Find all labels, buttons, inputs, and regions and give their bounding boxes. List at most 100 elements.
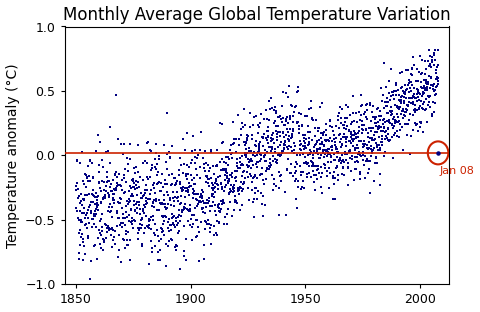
Point xyxy=(84,163,92,168)
Point xyxy=(423,85,431,90)
Point xyxy=(416,119,424,124)
Point xyxy=(324,138,332,143)
Point xyxy=(158,229,166,234)
Point xyxy=(238,163,245,168)
Point xyxy=(365,130,372,135)
Point xyxy=(418,57,426,62)
Point xyxy=(161,202,168,207)
Point xyxy=(235,186,243,191)
Point xyxy=(202,174,210,179)
Point xyxy=(323,121,330,126)
Point xyxy=(159,228,167,233)
Point xyxy=(415,106,422,111)
Point xyxy=(146,217,154,222)
Point xyxy=(203,197,211,202)
Point xyxy=(133,211,141,216)
Point xyxy=(148,204,156,209)
Point xyxy=(230,182,238,187)
Point xyxy=(279,115,287,120)
Point xyxy=(219,166,227,171)
Point xyxy=(374,106,382,111)
Point xyxy=(336,140,344,145)
Point xyxy=(418,98,425,103)
Point xyxy=(276,170,283,175)
Point xyxy=(174,198,181,203)
Point xyxy=(115,171,123,176)
Point xyxy=(137,218,144,223)
Point xyxy=(207,149,215,154)
Point xyxy=(202,219,210,224)
Point xyxy=(319,149,326,154)
Point xyxy=(229,187,237,192)
Point xyxy=(427,85,434,90)
Point xyxy=(278,149,286,154)
Point xyxy=(125,219,133,224)
Point xyxy=(283,114,290,119)
Point xyxy=(229,120,237,125)
Point xyxy=(77,217,84,222)
Point xyxy=(87,208,95,213)
Point xyxy=(143,199,150,204)
Point xyxy=(397,85,405,90)
Point xyxy=(213,182,220,187)
Point xyxy=(420,107,428,112)
Point xyxy=(114,200,122,205)
Point xyxy=(433,75,441,80)
Point xyxy=(105,204,113,209)
Point xyxy=(397,95,405,100)
Point xyxy=(223,183,230,188)
Point xyxy=(307,159,315,164)
Point xyxy=(132,178,140,183)
Point xyxy=(103,230,110,235)
Point xyxy=(417,124,424,129)
Point xyxy=(158,227,166,232)
Point xyxy=(401,122,409,127)
Point xyxy=(129,222,136,227)
Point xyxy=(188,225,196,230)
Point xyxy=(298,141,305,146)
Point xyxy=(73,209,81,214)
Point xyxy=(429,86,437,91)
Point xyxy=(340,135,348,140)
Point xyxy=(88,160,96,165)
Point xyxy=(277,139,285,144)
Point xyxy=(318,190,326,195)
Point xyxy=(190,191,197,196)
Point xyxy=(102,222,109,227)
Point xyxy=(315,147,323,152)
Point xyxy=(96,230,104,235)
Point xyxy=(278,149,286,154)
Point xyxy=(190,134,197,139)
Point xyxy=(96,140,104,145)
Point xyxy=(284,157,291,162)
Point xyxy=(105,227,112,232)
Point xyxy=(165,192,172,197)
Point xyxy=(280,134,288,139)
Point xyxy=(78,202,86,207)
Point xyxy=(405,99,412,104)
Point xyxy=(115,215,123,220)
Point xyxy=(84,216,91,221)
Point xyxy=(135,202,143,207)
Point xyxy=(273,134,280,139)
Point xyxy=(188,184,195,189)
Point xyxy=(148,166,156,171)
Point xyxy=(323,132,330,137)
Point xyxy=(257,173,264,178)
Point xyxy=(86,179,94,184)
Point xyxy=(151,244,158,249)
Point xyxy=(348,120,356,125)
Point xyxy=(282,212,290,217)
Point xyxy=(409,101,417,106)
Point xyxy=(125,196,132,201)
Point xyxy=(199,193,206,198)
Point xyxy=(272,183,280,188)
Point xyxy=(146,192,154,197)
Point xyxy=(381,99,389,104)
Point xyxy=(167,222,174,227)
Point xyxy=(408,72,416,77)
Point xyxy=(225,177,233,182)
Point xyxy=(367,103,374,108)
Point xyxy=(215,182,222,187)
Point xyxy=(81,244,88,249)
